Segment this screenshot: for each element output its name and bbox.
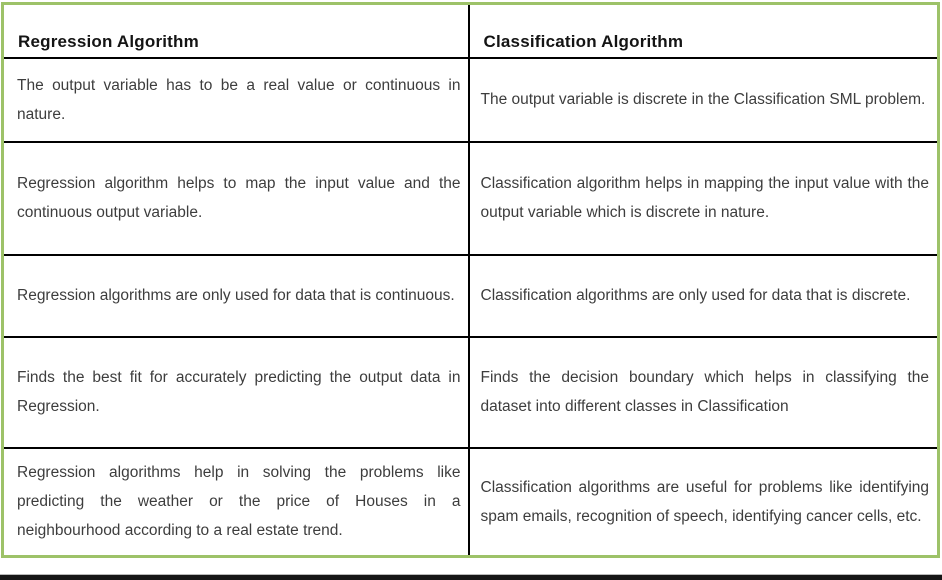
comparison-table: Regression Algorithm Classification Algo… [1, 2, 940, 558]
cell-classification-mapping: Classification algorithm helps in mappin… [467, 140, 939, 255]
cell-classification-output-variable: The output variable is discrete in the C… [467, 56, 939, 142]
table-row: Regression algorithms help in solving th… [2, 446, 939, 557]
cell-regression-use-cases: Regression algorithms help in solving th… [2, 446, 469, 557]
table-row: Regression algorithm helps to map the in… [2, 140, 939, 255]
table-row: The output variable has to be a real val… [2, 56, 939, 142]
cell-regression-best-fit: Finds the best fit for accurately predic… [2, 335, 469, 448]
cell-classification-data-type: Classification algorithms are only used … [467, 253, 939, 337]
cell-classification-decision-boundary: Finds the decision boundary which helps … [467, 335, 939, 448]
cell-regression-output-variable: The output variable has to be a real val… [2, 56, 469, 142]
table-header-row: Regression Algorithm Classification Algo… [3, 3, 939, 58]
column-header-classification: Classification Algorithm [467, 3, 939, 58]
cell-regression-data-type: Regression algorithms are only used for … [2, 253, 469, 337]
table-row: Finds the best fit for accurately predic… [2, 335, 939, 448]
cell-regression-mapping: Regression algorithm helps to map the in… [2, 140, 469, 255]
bottom-divider-bar [0, 574, 942, 580]
column-header-regression: Regression Algorithm [18, 31, 199, 51]
cell-classification-use-cases: Classification algorithms are useful for… [467, 446, 939, 557]
table-row: Regression algorithms are only used for … [2, 253, 939, 337]
